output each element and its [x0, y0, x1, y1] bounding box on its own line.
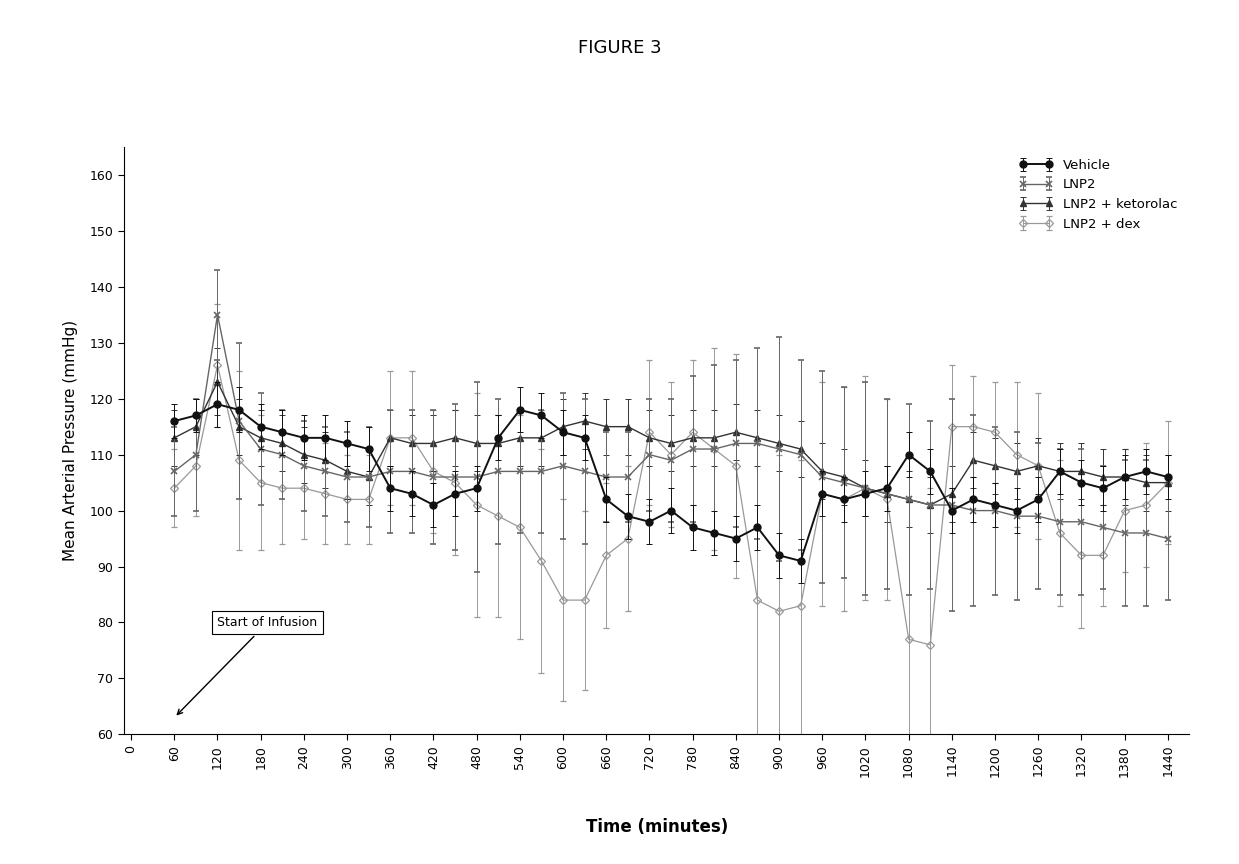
Text: FIGURE 3: FIGURE 3	[577, 39, 662, 57]
Y-axis label: Mean Arterial Pressure (mmHg): Mean Arterial Pressure (mmHg)	[63, 320, 78, 562]
Text: Start of Infusion: Start of Infusion	[177, 616, 317, 715]
Legend: Vehicle, LNP2, LNP2 + ketorolac, LNP2 + dex: Vehicle, LNP2, LNP2 + ketorolac, LNP2 + …	[1015, 154, 1183, 236]
X-axis label: Time (minutes): Time (minutes)	[586, 818, 727, 836]
